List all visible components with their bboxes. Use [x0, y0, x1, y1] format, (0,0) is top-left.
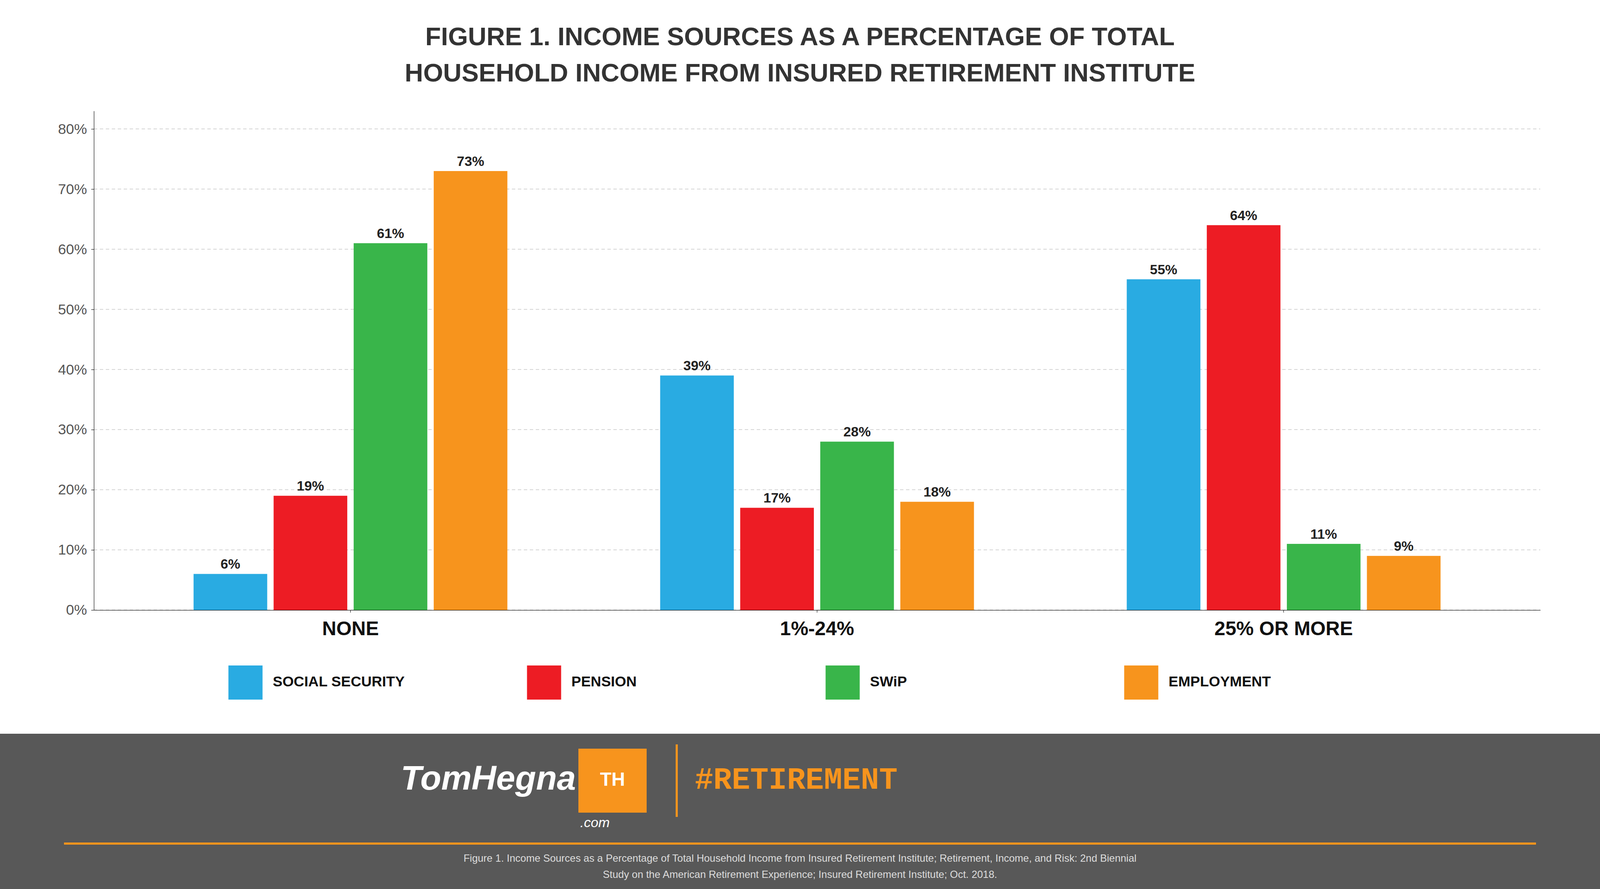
y-tick-mark — [91, 429, 94, 430]
y-tick-mark — [91, 249, 94, 250]
legend-swatch — [527, 665, 562, 700]
data-label: 55% — [1149, 261, 1178, 278]
y-tick-mark — [91, 489, 94, 491]
logo-badge-text: TH — [600, 768, 626, 790]
y-tick: 40% — [58, 361, 94, 378]
data-label: 39% — [683, 357, 711, 374]
data-label: 6% — [220, 556, 241, 572]
legend-item: EMPLOYMENT — [1124, 665, 1272, 700]
y-tick-mark — [91, 609, 94, 611]
logo-text: TomHegna — [400, 758, 576, 797]
x-axis: NONE 1%-24% 25% OR MORE — [94, 609, 1541, 640]
bar — [660, 375, 735, 610]
grid-line — [93, 429, 1541, 430]
y-tick-label: 20% — [58, 481, 88, 498]
grid-line — [93, 188, 1541, 190]
y-tick-mark — [91, 188, 94, 190]
y-tick: 70% — [58, 180, 94, 198]
bar — [353, 243, 428, 610]
y-tick-mark — [91, 549, 94, 551]
y-tick-mark — [91, 369, 94, 370]
footer-background — [0, 733, 1600, 889]
footer-citation: Study on the American Retirement Experie… — [602, 868, 997, 880]
y-tick-label: 40% — [58, 361, 88, 378]
x-tick-label: 25% OR MORE — [1214, 617, 1354, 640]
y-tick-label: 60% — [58, 241, 88, 258]
grid — [93, 128, 1541, 610]
data-label: 73% — [456, 153, 485, 169]
bar — [900, 501, 975, 610]
footer: TomHegna TH .com #RETIREMENT Figure 1. Incom… — [0, 733, 1600, 889]
y-tick-label: 10% — [58, 541, 88, 558]
y-tick-label: 80% — [58, 120, 88, 137]
y-tick-label: 50% — [58, 301, 88, 318]
grid-line — [93, 128, 1541, 130]
legend: SOCIAL SECURITY PENSION SWiP EMPLOYMENT — [228, 665, 1272, 700]
y-tick-mark — [91, 128, 94, 130]
y-tick: 80% — [58, 120, 94, 137]
grid-line — [93, 368, 1541, 370]
y-tick-label: 70% — [58, 180, 88, 198]
y-tick: 0% — [66, 601, 94, 618]
bar — [273, 495, 348, 610]
x-tick: 25% OR MORE — [1214, 609, 1354, 640]
x-tick-mark — [816, 609, 818, 613]
y-axis-line — [93, 111, 95, 611]
data-label: 18% — [923, 484, 951, 500]
y-tick-mark — [91, 309, 94, 310]
data-label: 11% — [1310, 526, 1337, 542]
data-label: 9% — [1393, 538, 1414, 554]
logo-separator — [675, 744, 678, 817]
x-tick: NONE — [322, 609, 379, 640]
x-tick-label: NONE — [322, 617, 379, 640]
bar — [1286, 543, 1361, 610]
y-tick: 60% — [58, 241, 94, 258]
bar — [1206, 225, 1281, 610]
data-labels: 6% 39% 55% 19% 17% 64% 61% 28% 11% 73% 18% 9% — [220, 153, 1414, 572]
legend-swatch — [825, 665, 860, 700]
x-tick-mark — [1283, 609, 1284, 613]
data-label: 19% — [296, 478, 325, 494]
data-label: 64% — [1230, 207, 1258, 224]
logo-badge — [578, 748, 647, 813]
x-tick-label: 1%-24% — [780, 617, 855, 640]
legend-swatch — [1124, 665, 1159, 700]
x-tick-mark — [350, 609, 351, 613]
grid-line — [93, 248, 1541, 250]
legend-item: PENSION — [527, 665, 637, 700]
legend-item: SOCIAL SECURITY — [228, 665, 406, 700]
y-tick: 30% — [58, 421, 94, 438]
y-tick-label: 30% — [58, 421, 88, 438]
title: FIGURE 1. INCOME SOURCES AS A PERCENTAGE… — [425, 22, 1175, 51]
legend-label: SWiP — [870, 673, 908, 690]
legend-label: PENSION — [571, 673, 637, 690]
legend-label: SOCIAL SECURITY — [272, 673, 406, 690]
bar — [193, 573, 268, 610]
data-label: 28% — [843, 423, 871, 440]
hashtag: #RETIREMENT — [694, 763, 898, 799]
data-label: 61% — [376, 225, 404, 242]
chart: FIGURE 1. INCOME SOURCES AS A PERCENTAGE… — [0, 0, 1600, 889]
bar — [1126, 279, 1201, 610]
legend-label: EMPLOYMENT — [1168, 673, 1272, 690]
footer-citation: Figure 1. Income Sources as a Percentage… — [463, 852, 1137, 864]
data-label: 17% — [763, 490, 791, 506]
y-tick-label: 0% — [66, 601, 88, 618]
bar — [740, 507, 814, 610]
grid-line — [93, 308, 1541, 310]
bar — [1367, 555, 1441, 610]
y-tick: 50% — [58, 301, 94, 318]
y-tick: 20% — [58, 481, 94, 498]
bar — [820, 441, 895, 610]
legend-swatch — [228, 665, 263, 700]
footer-rule — [63, 842, 1537, 845]
bar — [433, 171, 508, 610]
legend-item: SWiP — [825, 665, 908, 700]
y-tick: 10% — [58, 541, 94, 558]
subtitle: HOUSEHOLD INCOME FROM INSURED RETIREMENT… — [404, 58, 1196, 88]
y-axis: 0% 10% 20% 30% 40% 50% 60% 70% 80% — [58, 111, 95, 619]
logo-domain: .com — [580, 814, 610, 831]
bars — [193, 171, 1441, 610]
x-tick: 1%-24% — [780, 609, 855, 640]
